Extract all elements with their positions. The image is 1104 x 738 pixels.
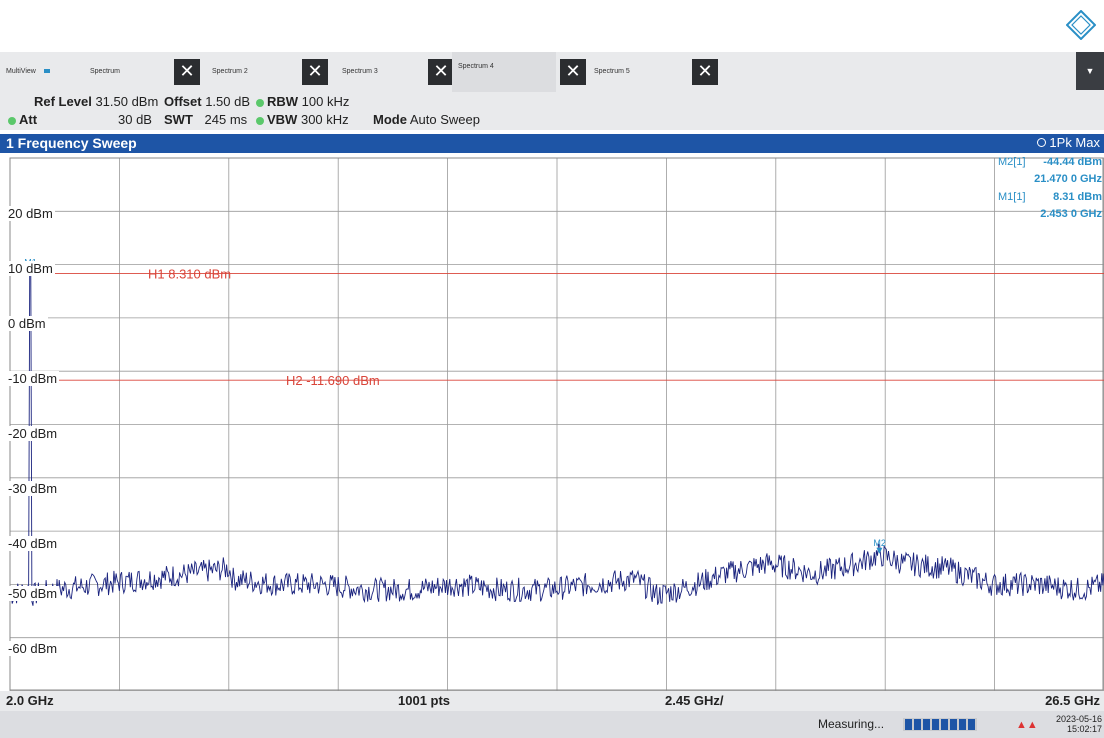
progress-segment — [932, 719, 939, 730]
h2-line-label: H2 -11.690 dBm — [286, 373, 380, 388]
close-tab-spectrum-2-icon[interactable]: ✕ — [302, 59, 328, 85]
progress-segment — [905, 719, 912, 730]
close-tab-spectrum-3-icon[interactable]: ✕ — [428, 59, 454, 85]
span-per-division[interactable]: 2.45 GHz/ — [665, 693, 724, 708]
sweep-mode[interactable]: Mode Auto Sweep — [373, 112, 480, 127]
tab-label: Spectrum 2 — [212, 68, 248, 75]
tab-spectrum-5[interactable]: Spectrum 5 — [588, 52, 688, 92]
tab-label: Spectrum 4 — [458, 63, 494, 70]
date: 2023-05-16 — [1055, 714, 1102, 724]
progress-segment — [950, 719, 957, 730]
coupled-indicator-icon — [256, 98, 264, 107]
y-tick-label: -10 dBm — [8, 371, 60, 386]
marker-m1-label: M1[1] — [998, 191, 1026, 203]
ref-level-label: Ref Level — [34, 94, 92, 109]
tab-spectrum-4[interactable]: Spectrum 4 — [452, 52, 556, 92]
marker-m2-triangle — [876, 547, 883, 554]
y-tick-label: -20 dBm — [8, 426, 60, 441]
coupled-indicator-icon — [256, 116, 264, 125]
multiview-icon — [43, 69, 50, 74]
marker-m1-level: 8.31 dBm — [1053, 191, 1102, 203]
progress-segment — [941, 719, 948, 730]
y-tick-label: -60 dBm — [8, 641, 60, 656]
vbw-value: 300 kHz — [300, 112, 349, 127]
measurement-settings: Ref Level 31.50 dBm Offset 1.50 dB RBW 1… — [0, 92, 1104, 130]
tab-spectrum[interactable]: Spectrum — [84, 52, 174, 92]
h1-line-label: H1 8.310 dBm — [148, 267, 231, 282]
swt-label: SWT — [164, 112, 193, 127]
marker-m1-frequency: 2.453 0 GHz — [1040, 208, 1102, 220]
marker-m2-tag: M2 — [873, 538, 886, 548]
top-band — [0, 0, 1104, 52]
ref-level[interactable]: Ref Level 31.50 dBm — [34, 94, 158, 109]
tab-spectrum-3[interactable]: Spectrum 3 — [336, 52, 426, 92]
mode-value: Auto Sweep — [409, 112, 480, 127]
rbw-value: 100 kHz — [301, 94, 350, 109]
att-value: 30 dB — [118, 112, 152, 127]
close-tab-spectrum-icon[interactable]: ✕ — [174, 59, 200, 85]
start-frequency[interactable]: 2.0 GHz — [6, 693, 54, 708]
offset-value: 1.50 dB — [205, 94, 251, 109]
progress-segment — [923, 719, 930, 730]
trace-indicator: 1Pk Max — [1037, 135, 1100, 150]
rbw-label: RBW — [267, 94, 299, 109]
sweep-time[interactable]: SWT 245 ms — [164, 112, 247, 127]
tab-label: Spectrum 5 — [594, 68, 630, 75]
rohde-schwarz-logo-icon — [1066, 10, 1096, 40]
att-label: Att — [19, 112, 38, 127]
tab-label: Spectrum — [90, 68, 120, 75]
marker-m2-level: -44.44 dBm — [1043, 156, 1102, 168]
chevron-down-icon[interactable]: ▼ — [1076, 52, 1104, 90]
stop-frequency[interactable]: 26.5 GHz — [1045, 693, 1100, 708]
date-time: 2023-05-16 15:02:17 — [1044, 714, 1102, 734]
coupled-indicator-icon — [8, 116, 16, 125]
tab-bar: MultiView Spectrum ✕ Spectrum 2 ✕ Spectr… — [0, 52, 1104, 92]
plot-frame — [9, 157, 1104, 691]
progress-segment — [968, 719, 975, 730]
frequency-axis-info: 2.0 GHz 1001 pts 2.45 GHz/ 26.5 GHz — [0, 691, 1104, 711]
offset-label: Offset — [164, 94, 202, 109]
close-tab-spectrum-4-icon[interactable]: ✕ — [560, 59, 586, 85]
progress-segment — [914, 719, 921, 730]
y-tick-label: -30 dBm — [8, 481, 60, 496]
sweep-progress-bar — [903, 718, 977, 731]
marker-m2-frequency: 21.470 0 GHz — [1034, 173, 1102, 185]
measuring-status: Measuring... — [818, 717, 885, 731]
window-title: 1 Frequency Sweep — [6, 135, 137, 151]
window-title-bar[interactable]: 1 Frequency Sweep 1Pk Max — [0, 134, 1104, 153]
vbw-label: VBW — [267, 112, 298, 127]
time: 15:02:17 — [1066, 724, 1102, 734]
y-tick-label: -40 dBm — [8, 536, 60, 551]
tab-spectrum-2[interactable]: Spectrum 2 — [206, 52, 296, 92]
status-bar: Measuring... ▲▲ 2023-05-16 15:02:17 — [0, 711, 1104, 738]
rbw[interactable]: RBW 100 kHz — [256, 94, 349, 109]
tab-multiview[interactable]: MultiView — [0, 52, 82, 92]
trace-1pk-max — [9, 273, 1104, 606]
progress-segment — [959, 719, 966, 730]
tab-label: Spectrum 3 — [342, 68, 378, 75]
attenuation[interactable]: Att — [8, 112, 37, 127]
swt-value: 245 ms — [204, 112, 248, 127]
marker-m2-label: M2[1] — [998, 156, 1026, 168]
y-tick-label: 10 dBm — [8, 261, 55, 276]
y-tick-label: -50 dBm — [8, 586, 60, 601]
close-tab-spectrum-5-icon[interactable]: ✕ — [692, 59, 718, 85]
network-icon: ▲▲ — [1016, 719, 1038, 731]
sweep-points[interactable]: 1001 pts — [398, 693, 451, 708]
trace-circle-icon — [1037, 138, 1047, 147]
trace-label: 1Pk Max — [1049, 135, 1100, 150]
mode-label: Mode — [373, 112, 407, 127]
vbw[interactable]: VBW 300 kHz — [256, 112, 349, 127]
y-tick-label: 0 dBm — [8, 316, 48, 331]
ref-level-value: 31.50 dBm — [95, 94, 159, 109]
tab-multiview-label: MultiView — [6, 68, 36, 75]
y-tick-label: 20 dBm — [8, 206, 55, 221]
offset[interactable]: Offset 1.50 dB — [164, 94, 250, 109]
